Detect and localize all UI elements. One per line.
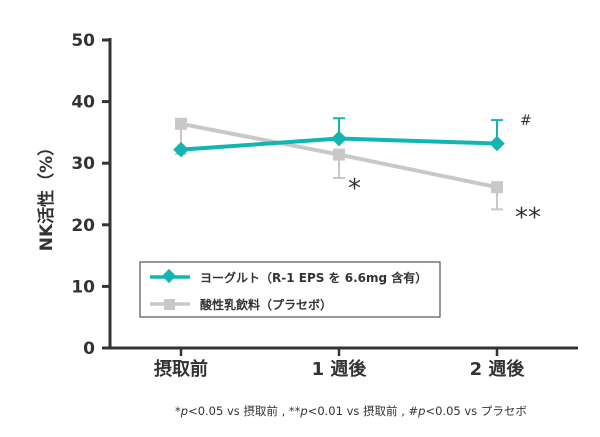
x-tick-label: 1 週後 bbox=[312, 358, 368, 380]
legend-label: 酸性乳飲料（プラセボ） bbox=[200, 297, 332, 312]
x-tick-label: 2 週後 bbox=[470, 358, 526, 380]
data-point bbox=[331, 130, 347, 147]
y-tick-label: 0 bbox=[83, 339, 95, 359]
annotation-star: * bbox=[348, 174, 361, 204]
data-point bbox=[491, 181, 503, 194]
diamond-marker-icon bbox=[161, 268, 177, 284]
y-tick-label: 30 bbox=[71, 154, 95, 174]
legend-item-yogurt: ヨーグルト（R-1 EPS を 6.6mg 含有） bbox=[150, 268, 427, 285]
x-tick-label: 摂取前 bbox=[154, 358, 208, 380]
data-point bbox=[333, 148, 345, 161]
legend-item-placebo: 酸性乳飲料（プラセボ） bbox=[150, 297, 332, 312]
y-tick-label: 40 bbox=[71, 93, 95, 113]
data-point bbox=[175, 117, 187, 130]
y-tick-label: 10 bbox=[71, 277, 95, 297]
annotation-hash: # bbox=[520, 113, 532, 129]
legend-label: ヨーグルト（R-1 EPS を 6.6mg 含有） bbox=[200, 270, 427, 285]
data-point bbox=[173, 141, 189, 158]
y-tick-label: 20 bbox=[71, 216, 95, 236]
legend-box bbox=[139, 261, 441, 318]
y-tick-label: 50 bbox=[71, 31, 95, 51]
annotation-double-star: ** bbox=[515, 203, 541, 233]
square-marker-icon bbox=[164, 299, 175, 310]
y-axis-label: NK活性（%） bbox=[36, 139, 57, 251]
footnote: *p<0.05 vs 摂取前 , **p<0.01 vs 摂取前 , #p<0.… bbox=[175, 404, 527, 418]
data-point bbox=[489, 135, 505, 152]
